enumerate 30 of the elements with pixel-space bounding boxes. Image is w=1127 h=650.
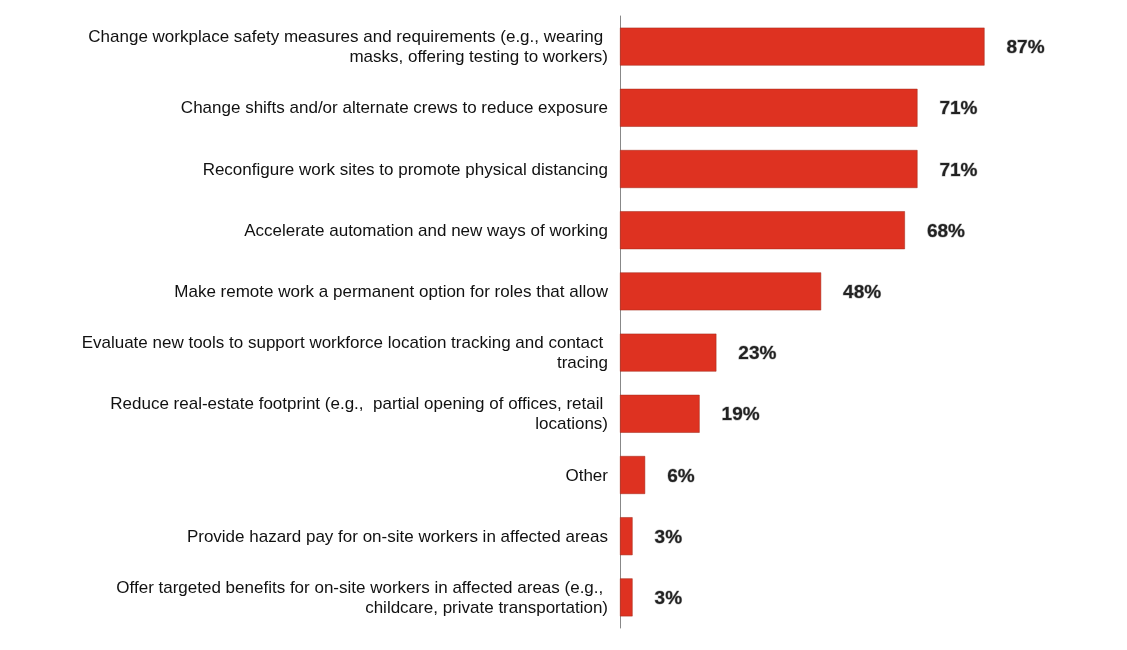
y-tick-label: Accelerate automation and new ways of working [244, 220, 608, 240]
y-tick-label: Provide hazard pay for on-site workers in affected areas [186, 526, 608, 546]
y-tick-label: Change workplace safety measures and requirements (e.g., wearing masks, offering testing to workers) [88, 27, 608, 67]
data-label: 71% [939, 97, 978, 119]
bar [620, 333, 717, 372]
data-label: 19% [721, 403, 760, 425]
bar [620, 456, 646, 494]
y-tick-label: Make remote work a permanent option for roles that allow [174, 281, 609, 301]
bar [620, 150, 918, 188]
data-label: 71% [939, 158, 978, 180]
bar [620, 517, 633, 556]
bar [620, 394, 700, 433]
y-tick-label: Offer targeted benefits for on-site workers in affected areas (e.g., childcare, private transportation) [116, 577, 608, 617]
data-label: 87% [1006, 36, 1045, 58]
bar [620, 27, 985, 66]
y-tick-label: Reduce real-estate footprint (e.g., partial opening of offices, retail locations) [110, 394, 608, 434]
data-label: 3% [654, 525, 683, 547]
bar [620, 578, 633, 617]
bar [620, 272, 822, 311]
bar [620, 211, 905, 250]
data-label: 6% [667, 464, 695, 486]
y-tick-label: Change shifts and/or alternate crews to reduce exposure [180, 98, 608, 118]
y-tick-label: Evaluate new tools to support workforce location tracking and contact tracing [81, 333, 608, 373]
data-label: 48% [843, 280, 882, 302]
y-tick-label: Reconfigure work sites to promote physical distancing [202, 159, 608, 179]
data-label: 3% [654, 586, 683, 608]
data-label: 23% [738, 342, 777, 364]
y-tick-label: Other [565, 465, 609, 485]
bar [620, 88, 918, 127]
data-label: 68% [926, 219, 966, 241]
